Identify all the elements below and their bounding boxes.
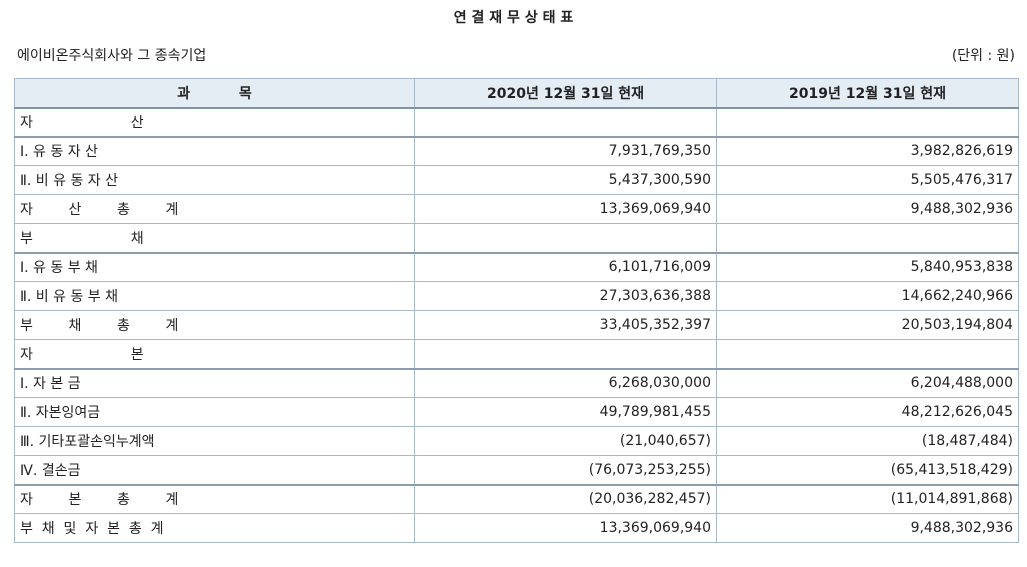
table-row: 자 산 총 계 13,369,069,940 9,488,302,936 <box>14 194 1019 224</box>
row-prior-value <box>716 223 1019 254</box>
table-row: 부 채 총 계 33,405,352,397 20,503,194,804 <box>14 310 1019 340</box>
row-prior-value: (65,413,518,429) <box>716 455 1019 485</box>
table-row: Ⅲ. 기타포괄손익누계액 (21,040,657) (18,487,484) <box>14 426 1019 456</box>
table-row: Ⅳ. 결손금 (76,073,253,255) (65,413,518,429) <box>14 455 1019 485</box>
row-current-value: (76,073,253,255) <box>414 455 717 485</box>
unit-label: (단위 : 원) <box>951 48 1015 64</box>
table-row: 자 산 <box>14 107 1019 138</box>
row-label: Ⅰ. 자 본 금 <box>14 368 415 398</box>
row-current-value: (21,040,657) <box>414 426 717 456</box>
row-label: Ⅱ. 비 유 동 자 산 <box>14 165 415 195</box>
row-prior-value: 9,488,302,936 <box>716 513 1019 543</box>
row-prior-value: 5,840,953,838 <box>716 252 1019 282</box>
row-current-value <box>414 223 717 254</box>
table-row: 부 채 <box>14 223 1019 254</box>
row-label: 부 채 및 자 본 총 계 <box>14 513 415 543</box>
row-prior-value: 6,204,488,000 <box>716 368 1019 398</box>
row-label: Ⅰ. 유 동 자 산 <box>14 136 415 166</box>
header-current-period: 2020년 12월 31일 현재 <box>414 78 717 109</box>
table-row: Ⅰ. 자 본 금 6,268,030,000 6,204,488,000 <box>14 368 1019 398</box>
row-prior-value: 20,503,194,804 <box>716 310 1019 340</box>
page-title: 연 결 재 무 상 태 표 <box>453 10 574 26</box>
row-current-value: 13,369,069,940 <box>414 513 717 543</box>
row-prior-value <box>716 107 1019 138</box>
row-label: 자 산 <box>14 107 415 138</box>
row-current-value: 27,303,636,388 <box>414 281 717 311</box>
row-current-value: 5,437,300,590 <box>414 165 717 195</box>
row-label: 부 채 총 계 <box>14 310 415 340</box>
header-account: 과 목 <box>14 78 415 109</box>
row-label: 부 채 <box>14 223 415 254</box>
row-current-value: 7,931,769,350 <box>414 136 717 166</box>
row-current-value <box>414 107 717 138</box>
row-prior-value: 5,505,476,317 <box>716 165 1019 195</box>
row-current-value: 13,369,069,940 <box>414 194 717 224</box>
company-name: 에이비온주식회사와 그 종속기업 <box>17 48 207 64</box>
row-prior-value: (11,014,891,868) <box>716 483 1019 514</box>
row-current-value: 49,789,981,455 <box>414 397 717 427</box>
row-current-value <box>414 339 717 370</box>
row-prior-value: 9,488,302,936 <box>716 194 1019 224</box>
table-row: Ⅰ. 유 동 자 산 7,931,769,350 3,982,826,619 <box>14 136 1019 166</box>
table-row: 자 본 <box>14 339 1019 370</box>
row-label: 자 본 <box>14 339 415 370</box>
row-current-value: 33,405,352,397 <box>414 310 717 340</box>
row-label: 자 본 총 계 <box>14 483 415 514</box>
row-label: Ⅲ. 기타포괄손익누계액 <box>14 426 415 456</box>
table-row: Ⅱ. 자본잉여금 49,789,981,455 48,212,626,045 <box>14 397 1019 427</box>
table-row: 자 본 총 계 (20,036,282,457) (11,014,891,868… <box>14 483 1019 514</box>
row-current-value: 6,101,716,009 <box>414 252 717 282</box>
header-prior-period: 2019년 12월 31일 현재 <box>716 78 1019 109</box>
table-row: Ⅱ. 비 유 동 부 채 27,303,636,388 14,662,240,9… <box>14 281 1019 311</box>
row-prior-value <box>716 339 1019 370</box>
row-prior-value: (18,487,484) <box>716 426 1019 456</box>
row-label: Ⅰ. 유 동 부 채 <box>14 252 415 282</box>
table-row: Ⅰ. 유 동 부 채 6,101,716,009 5,840,953,838 <box>14 252 1019 282</box>
row-current-value: 6,268,030,000 <box>414 368 717 398</box>
row-current-value: (20,036,282,457) <box>414 483 717 514</box>
row-prior-value: 3,982,826,619 <box>716 136 1019 166</box>
row-label: 자 산 총 계 <box>14 194 415 224</box>
table-row: Ⅱ. 비 유 동 자 산 5,437,300,590 5,505,476,317 <box>14 165 1019 195</box>
row-label: Ⅳ. 결손금 <box>14 455 415 485</box>
row-label: Ⅱ. 비 유 동 부 채 <box>14 281 415 311</box>
row-label: Ⅱ. 자본잉여금 <box>14 397 415 427</box>
row-prior-value: 14,662,240,966 <box>716 281 1019 311</box>
table-row: 부 채 및 자 본 총 계 13,369,069,940 9,488,302,9… <box>14 513 1019 543</box>
table-header-row: 과 목 2020년 12월 31일 현재 2019년 12월 31일 현재 <box>14 78 1019 109</box>
balance-sheet-table: 과 목 2020년 12월 31일 현재 2019년 12월 31일 현재 자 … <box>14 78 1019 543</box>
row-prior-value: 48,212,626,045 <box>716 397 1019 427</box>
